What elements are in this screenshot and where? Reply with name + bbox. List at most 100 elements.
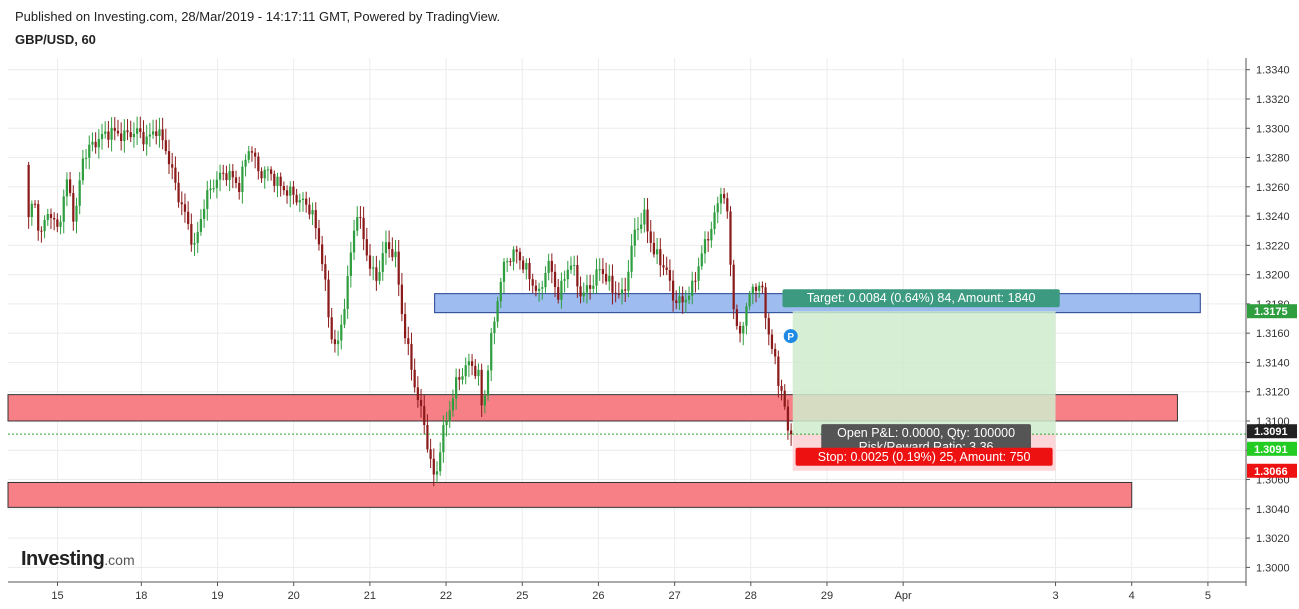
candle-body <box>620 289 624 295</box>
candle-body <box>426 424 429 450</box>
candle-body <box>368 255 372 269</box>
candle-body <box>770 334 774 349</box>
position-labels: Target: 0.0084 (0.64%) 84, Amount: 1840 O… <box>782 289 1060 466</box>
candle-body <box>563 279 566 281</box>
candle-body <box>155 131 158 137</box>
candle-body <box>547 260 550 273</box>
target-label-bg <box>782 289 1060 308</box>
x-tick-label: 5 <box>1205 590 1211 602</box>
candle-body <box>225 173 228 180</box>
candle-body <box>123 130 126 142</box>
x-tick-label: 27 <box>668 590 680 602</box>
y-tick-label: 1.3300 <box>1256 123 1290 135</box>
candle-body <box>748 294 751 307</box>
candle-body <box>349 252 352 276</box>
candle-body <box>72 193 75 222</box>
candle-body <box>254 152 257 157</box>
candle-body <box>659 249 662 266</box>
candle-body <box>767 318 770 335</box>
candle-body <box>298 200 301 203</box>
position-marker-icon <box>783 329 798 344</box>
candle-body <box>671 280 675 301</box>
candle-body <box>742 325 745 334</box>
candle-body <box>81 158 84 181</box>
candle-body <box>608 275 611 282</box>
candle-body <box>202 208 206 220</box>
candle-body <box>525 263 528 270</box>
candle-body <box>314 210 317 229</box>
candle-body <box>116 130 120 134</box>
x-tick-label: 15 <box>51 590 63 602</box>
candle-body <box>557 287 560 300</box>
price-tag <box>1247 304 1297 319</box>
candle-body <box>646 209 649 232</box>
y-tick-label: 1.3000 <box>1256 562 1290 574</box>
candle-body <box>439 452 442 472</box>
candle-body <box>515 249 518 252</box>
candle-body <box>493 321 496 334</box>
candle-body <box>321 244 324 265</box>
candle-body <box>700 253 703 267</box>
candle-body <box>490 333 493 371</box>
candle-body <box>282 186 285 191</box>
target-area <box>792 311 1056 435</box>
x-tick-label: 3 <box>1052 590 1058 602</box>
candle-body <box>703 239 707 254</box>
candle-body <box>684 299 687 303</box>
candle-body <box>206 190 209 209</box>
candle-body <box>474 365 477 377</box>
candle-body <box>301 198 305 201</box>
candle-body <box>716 203 719 213</box>
candle-body <box>132 133 136 138</box>
axes: 1.30001.30201.30401.30601.30801.31001.31… <box>8 58 1297 602</box>
candle-body <box>145 136 148 145</box>
candle-body <box>445 421 448 426</box>
candle-body <box>327 279 330 318</box>
candle-body <box>289 186 292 196</box>
candle-body <box>187 211 190 224</box>
candle-body <box>161 129 164 141</box>
candle-body <box>65 179 69 197</box>
candle-body <box>177 182 180 203</box>
candles <box>27 116 793 487</box>
y-tick-label: 1.3040 <box>1256 504 1290 516</box>
target-label: Target: 0.0084 (0.64%) 84, Amount: 1840 <box>782 289 1060 308</box>
candle-body <box>346 275 349 309</box>
candle-body <box>480 369 483 406</box>
candle-body <box>550 260 553 272</box>
candle-body <box>509 261 512 263</box>
candle-body <box>419 400 423 407</box>
candle-body <box>94 141 97 148</box>
candle-body <box>340 324 343 341</box>
candle-body <box>732 264 735 310</box>
candle-body <box>56 219 59 227</box>
candle-body <box>665 267 668 270</box>
candle-body <box>362 217 365 240</box>
candle-body <box>171 164 174 168</box>
x-tick-label: 26 <box>592 590 604 602</box>
candle-body <box>592 285 595 289</box>
candle-body <box>461 376 464 380</box>
candle-body <box>30 203 33 218</box>
candle-body <box>707 239 710 241</box>
investing-logo: Investing.com <box>21 548 135 571</box>
candle-body <box>75 205 78 222</box>
candle-body <box>585 285 589 293</box>
y-tick-label: 1.3340 <box>1256 65 1290 77</box>
candle-body <box>97 139 100 148</box>
candle-body <box>774 348 777 357</box>
y-tick-label: 1.3220 <box>1256 240 1290 252</box>
candle-body <box>576 265 579 287</box>
candle-body <box>356 217 359 231</box>
candle-body <box>158 129 161 137</box>
candle-body <box>222 172 225 174</box>
candle-body <box>410 344 413 370</box>
candle-body <box>643 209 646 225</box>
candle-body <box>151 131 155 135</box>
candle-body <box>442 425 445 453</box>
candle-body <box>238 182 241 193</box>
candle-body <box>88 144 91 158</box>
candle-body <box>541 287 544 289</box>
candle-body <box>193 243 196 245</box>
